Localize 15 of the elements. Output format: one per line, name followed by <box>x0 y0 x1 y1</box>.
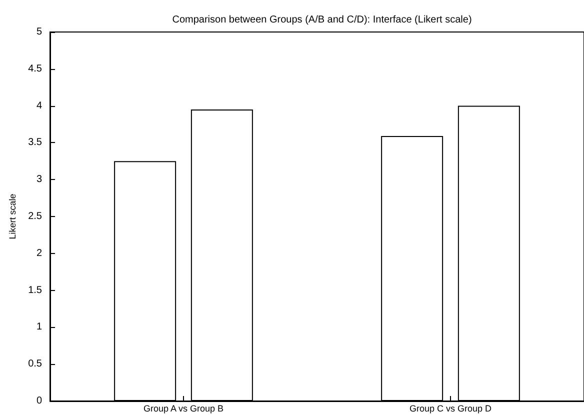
x-tick-label: Group A vs Group B <box>143 404 224 414</box>
y-tick-label: 0.5 <box>28 358 42 370</box>
x-tick-label: Group C vs Group D <box>409 404 492 414</box>
y-tick-label: 2.5 <box>28 211 42 222</box>
y-tick-label: 2 <box>36 248 42 259</box>
y-tick-label: 1 <box>36 322 42 333</box>
y-tick-label: 3.5 <box>28 137 42 148</box>
y-tick-label: 3 <box>36 174 42 186</box>
chart-title: Comparison between Groups (A/B and C/D): Interface (Likert scale) <box>172 14 472 26</box>
y-tick-label: 1.5 <box>28 284 42 296</box>
y-tick-label: 4 <box>36 100 42 112</box>
y-axis-title: Likert scale <box>8 194 18 240</box>
y-tick-label: 5 <box>36 26 42 38</box>
y-tick-label: 0 <box>36 396 42 406</box>
y-tick-label: 4.5 <box>28 63 42 74</box>
